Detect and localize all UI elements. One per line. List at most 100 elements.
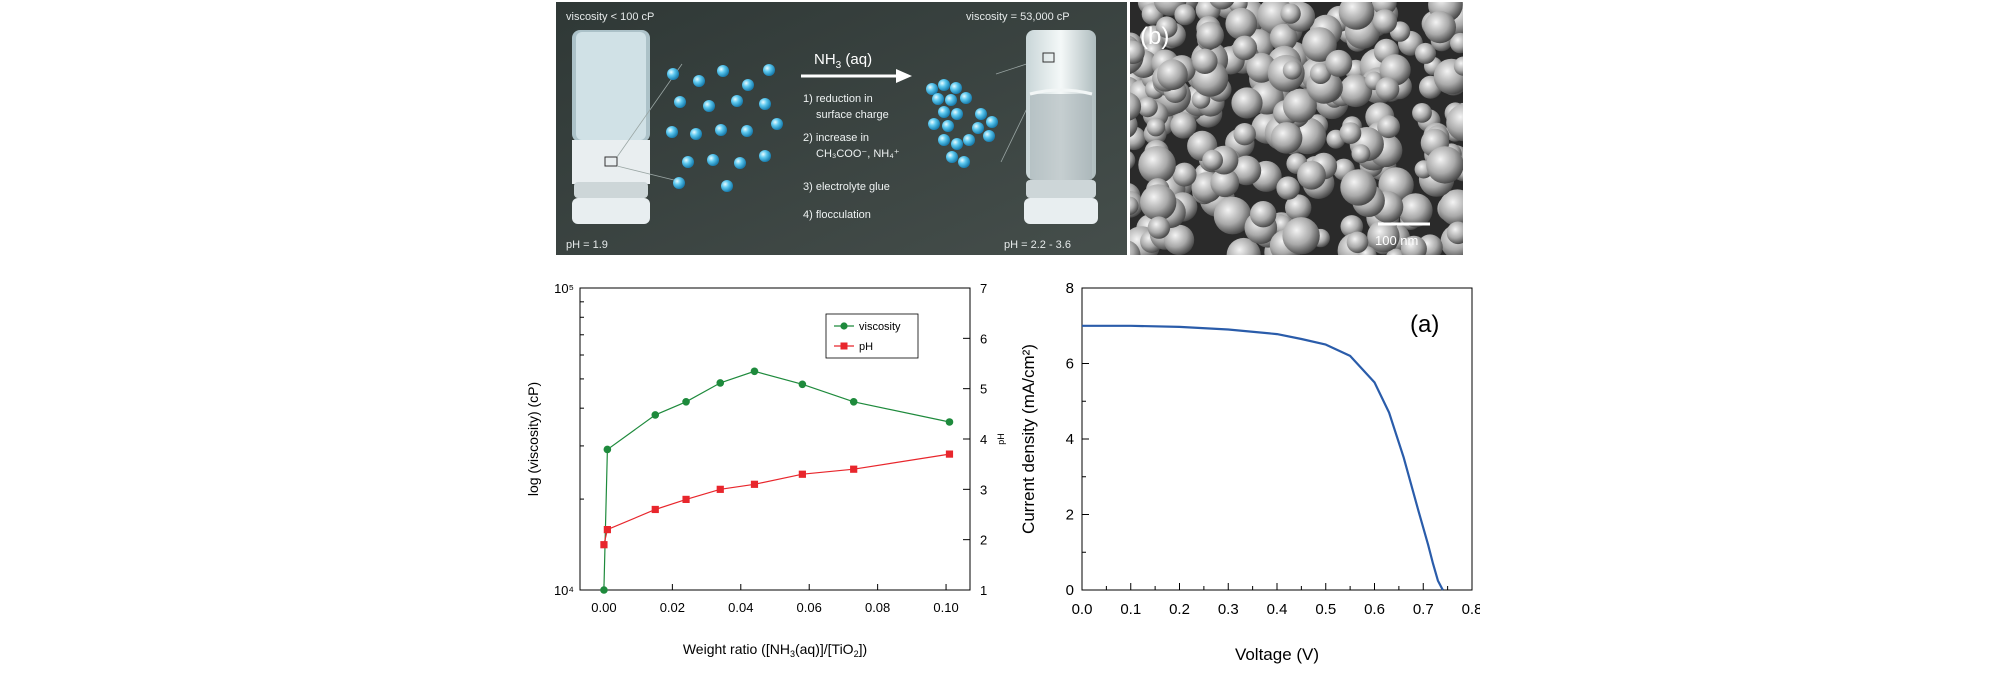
sem-grain [1280,3,1301,24]
sem-grain [1285,194,1312,221]
x-tick-label: 0.08 [865,600,890,615]
sem-grain [1446,103,1463,142]
sem-grain [1202,149,1223,171]
jv-curve [1082,324,1444,591]
pH-line [603,453,950,545]
y-axis-label: log (viscosity) (cP) [525,382,541,496]
y-tick-label: 6 [1066,356,1074,373]
sem-grain [1137,97,1158,118]
sem-grain [1346,231,1369,254]
sem-grain [1339,122,1362,144]
series-layer [1082,324,1444,591]
sem-grain [1282,88,1317,123]
right-sample-box [1042,52,1055,63]
sem-grain [1270,122,1303,154]
flocculation-schematic: viscosity < 100 cP pH = 1.9 NH3 (aq) 1) … [556,2,1127,255]
sem-grain [1140,184,1177,221]
y-tick-label: 10⁵ [554,281,574,296]
sem-grain [1155,16,1178,38]
scale-bar-label: 100 nm [1375,233,1418,248]
left-sample-box [604,156,618,167]
sem-grain [1339,74,1373,108]
x-tick-label: 0.0 [1072,601,1093,618]
panel-label: (a) [1410,311,1439,338]
x-axis-label: Weight ratio ([NH3(aq)]/[TiO2]) [683,641,867,659]
y-tick-label: 4 [1066,431,1074,448]
sem-grain [1172,162,1197,187]
y-tick-label: 10⁴ [554,583,574,598]
left-vial [572,30,650,224]
viscosity-point [603,445,612,454]
y2-tick-label: 1 [980,583,987,598]
sem-grain [1297,160,1326,190]
x-tick-label: 0.6 [1364,601,1385,618]
viscosity-line [603,370,950,591]
sem-grain [1231,155,1262,186]
sem-grain [1146,117,1166,137]
process-steps: 1) reduction in surface charge 2) increa… [803,93,900,221]
x-tick-label: 0.7 [1413,601,1434,618]
sem-grain [1130,40,1145,64]
sem-grain [1226,237,1261,255]
sem-panel-label: (b) [1140,23,1169,50]
viscosity-point [651,411,660,419]
sem-grain [1174,4,1196,26]
x-tick-label: 0.8 [1462,601,1480,618]
step-4: 4) flocculation [803,209,871,221]
y-ticks: 0 2 4 6 8 [1066,280,1089,599]
sem-grain [1377,115,1400,139]
x-tick-label: 0.3 [1218,601,1239,618]
x-tick-label: 0.4 [1267,601,1288,618]
dispersed-particles [666,64,783,192]
step-1-line-1: 1) reduction in [803,93,873,105]
pH-point [682,495,690,503]
y2-tick-label: 4 [980,432,987,447]
pH-point [945,450,954,458]
right-viscosity-label: viscosity = 53,000 cP [966,11,1070,23]
sem-grain [1130,240,1141,255]
pH-point [651,505,659,514]
y2-tick-label: 6 [980,331,987,346]
sem-grain [1163,224,1195,255]
sem-grain [1192,48,1218,74]
viscosity-point [716,379,725,387]
sem-grain [1170,112,1197,139]
pH-point [716,485,724,493]
sem-grain [1325,49,1353,77]
step-2-line-1: 2) increase in [803,132,869,144]
viscosity-point [682,397,690,406]
step-2-line-2: CH₃COO⁻, NH₄⁺ [816,148,900,160]
sem-grain [1351,144,1371,164]
sem-grain [1450,32,1463,54]
sem-grain [1372,9,1398,34]
sem-grain [1209,2,1234,10]
y-axis-label: Current density (mA/cm²) [1019,344,1038,534]
legend-ph-label: pH [859,341,873,353]
sem-grain [1130,151,1136,170]
sem-grain [1138,146,1176,184]
viscosity-point [849,397,858,406]
sem-grain [1400,235,1427,255]
x-axis-label: Voltage (V) [1235,645,1319,664]
pH-point [603,526,611,534]
sem-grain [1196,21,1224,50]
sem-grain [1225,7,1258,40]
sem-grain [1340,169,1377,206]
x-tick-label: 0.5 [1315,601,1336,618]
flocculated-particles [926,79,998,168]
y2-tick-label: 2 [980,533,987,548]
viscosity-point [750,367,759,376]
sem-grain [1269,23,1298,52]
step-1-line-2: surface charge [816,109,889,121]
step-3: 3) electrolyte glue [803,181,890,193]
sem-grain [1232,35,1258,61]
sem-grain [1157,59,1188,91]
sem-grain [1282,60,1302,80]
x-ticks: 0.0 0.1 0.2 0.3 0.4 0.5 0.6 0.7 0.8 [1072,583,1480,618]
y2-tick-label: 3 [980,482,987,497]
sem-grain [1210,168,1240,198]
sem-grain [1426,146,1463,184]
pH-point [600,541,608,549]
viscosity-point [600,586,608,594]
